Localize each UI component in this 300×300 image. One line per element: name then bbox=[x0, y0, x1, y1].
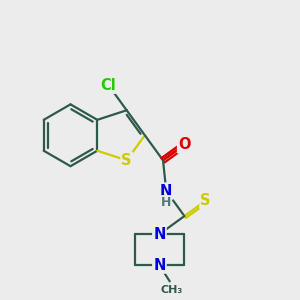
Text: N: N bbox=[153, 227, 166, 242]
Text: S: S bbox=[122, 153, 132, 168]
Text: CH₃: CH₃ bbox=[160, 285, 182, 295]
Text: Cl: Cl bbox=[100, 78, 116, 93]
Text: S: S bbox=[200, 193, 211, 208]
Text: O: O bbox=[178, 137, 190, 152]
Text: N: N bbox=[153, 258, 166, 273]
Text: H: H bbox=[161, 196, 171, 209]
Text: N: N bbox=[160, 184, 172, 199]
